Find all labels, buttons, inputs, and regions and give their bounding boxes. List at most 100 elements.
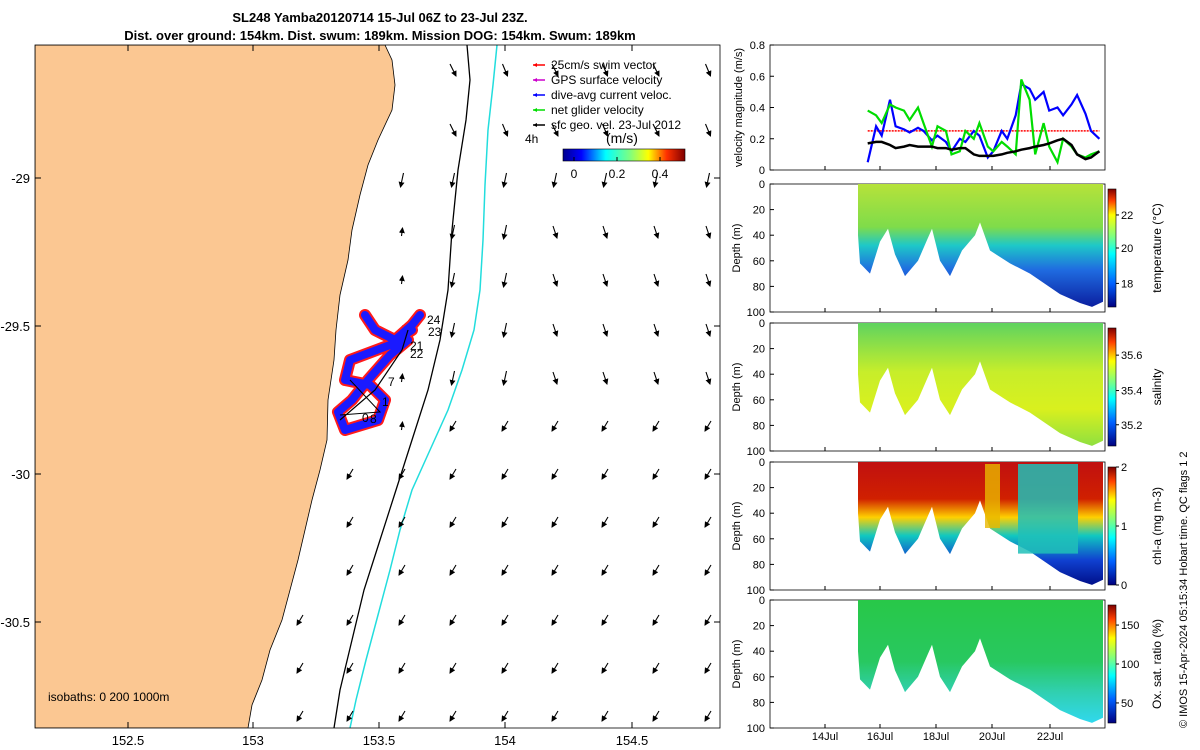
geo-arrow <box>551 516 559 528</box>
isobath-label: isobaths: 0 200 1000m <box>48 690 169 704</box>
geo-arrow <box>449 123 457 137</box>
day-label: 0 <box>362 411 369 425</box>
speed-colorbar: 4h (m/s) 0 0.2 0.4 <box>525 130 686 181</box>
legend-label: net glider velocity <box>551 103 644 117</box>
geo-arrow <box>652 420 660 432</box>
geo-arrow <box>398 662 406 674</box>
geo-arrow <box>501 224 508 240</box>
geo-arrow <box>653 225 660 239</box>
geo-arrow <box>552 225 559 239</box>
geo-arrow <box>346 516 354 528</box>
geo-arrow <box>551 564 559 576</box>
geo-arrow <box>551 710 559 722</box>
land-area <box>35 45 396 728</box>
geo-arrow <box>704 662 712 674</box>
geo-arrow <box>551 63 559 77</box>
geo-arrow <box>652 468 660 480</box>
geo-arrow <box>449 564 457 576</box>
geo-arrow <box>501 614 509 626</box>
geo-arrow <box>601 123 609 137</box>
geo-arrow <box>501 662 509 674</box>
geo-arrow <box>551 614 559 626</box>
geo-arrow <box>501 322 508 338</box>
day-label: 24 <box>427 313 441 327</box>
geo-arrow <box>398 172 405 188</box>
geo-arrow <box>551 123 559 137</box>
geo-arrow <box>449 516 457 528</box>
geo-arrow <box>501 710 509 722</box>
geo-arrow <box>705 323 712 337</box>
geo-arrow <box>704 420 712 432</box>
geo-arrow <box>501 468 509 480</box>
geo-arrow <box>501 420 509 432</box>
geo-arrow <box>296 710 304 722</box>
geo-arrow <box>704 172 711 188</box>
geo-arrow <box>296 662 304 674</box>
geo-arrow <box>652 123 660 137</box>
geo-arrow <box>652 172 659 188</box>
geo-arrow <box>601 614 609 626</box>
geo-arrow <box>652 614 660 626</box>
geo-arrow <box>601 172 608 188</box>
geo-arrow <box>551 420 559 432</box>
geo-arrow <box>705 273 712 287</box>
geo-arrow <box>398 373 405 383</box>
geo-arrow <box>704 564 712 576</box>
chart-title-line1: SL248 Yamba20120714 15-Jul 06Z to 23-Jul… <box>232 10 528 25</box>
lon-tick-label: 154 <box>494 733 516 748</box>
geo-arrow <box>552 323 559 337</box>
lon-tick-label: 153 <box>242 733 264 748</box>
geo-arrow <box>551 172 558 188</box>
geo-arrow <box>601 662 609 674</box>
geo-arrow <box>602 371 609 385</box>
geo-arrow <box>346 468 354 480</box>
geo-arrow <box>449 172 456 188</box>
day-label: 21 <box>410 339 424 353</box>
surface-velocity-arrows <box>296 63 712 722</box>
geo-arrow <box>449 224 456 240</box>
geo-arrow <box>602 225 609 239</box>
geo-arrow <box>652 516 660 528</box>
colorbar-extra-label: 4h <box>525 132 538 146</box>
geo-arrow <box>652 63 660 77</box>
geo-arrow <box>704 710 712 722</box>
day-label: 22 <box>410 347 424 361</box>
geo-arrow <box>704 123 712 137</box>
geo-arrow <box>449 420 457 432</box>
geo-arrow <box>398 710 406 722</box>
glider-track <box>332 309 426 436</box>
geo-arrow <box>501 63 509 77</box>
geo-arrow <box>501 516 509 528</box>
geo-arrow <box>601 564 609 576</box>
day-label: 1 <box>382 395 389 409</box>
geo-arrow <box>652 564 660 576</box>
geo-arrow <box>449 662 457 674</box>
lat-tick-label: -30 <box>11 467 30 482</box>
day-label: 23 <box>428 325 442 339</box>
geo-arrow <box>501 172 508 188</box>
geo-arrow <box>398 421 405 431</box>
footer-credit: © IMOS 15-Apr-2024 05:15:34 Hobart time.… <box>1178 451 1190 728</box>
legend-label: 25cm/s swim vector <box>551 58 656 72</box>
lat-tick-label: -29.5 <box>0 319 30 334</box>
lat-tick-label: -29 <box>11 171 30 186</box>
geo-arrow <box>449 370 456 386</box>
geo-arrow <box>704 614 712 626</box>
geo-arrow <box>346 662 354 674</box>
colorbar-tick-label: 0.4 <box>652 167 669 181</box>
legend-label: GPS surface velocity <box>551 73 662 87</box>
geo-arrow <box>449 322 456 338</box>
geo-arrow <box>602 273 609 287</box>
chart-title-line2: Dist. over ground: 154km. Dist. swum: 18… <box>124 28 636 43</box>
geo-arrow <box>501 370 508 386</box>
geo-arrow <box>398 275 405 285</box>
geo-arrow <box>398 227 405 237</box>
day-label: 8 <box>370 412 377 426</box>
geo-arrow <box>551 662 559 674</box>
day-label: 7 <box>388 375 395 389</box>
lon-tick-label: 154.5 <box>616 733 649 748</box>
map-axis-ticks: 152.5 153 153.5 154 154.5 -29 -29.5 -30 -30.5 <box>0 45 720 748</box>
geo-arrow <box>652 710 660 722</box>
